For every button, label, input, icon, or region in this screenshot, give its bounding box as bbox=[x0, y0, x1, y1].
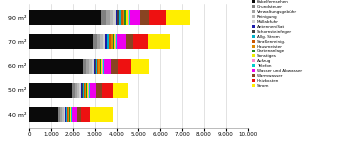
Bar bbox=[81, 83, 82, 98]
Bar bbox=[104, 59, 111, 74]
Bar bbox=[107, 34, 109, 49]
Bar bbox=[72, 83, 75, 98]
Bar bbox=[128, 10, 129, 25]
Bar bbox=[140, 10, 149, 25]
Bar bbox=[81, 107, 90, 122]
Bar bbox=[126, 10, 128, 25]
Bar bbox=[88, 83, 89, 98]
Bar bbox=[97, 34, 100, 49]
Bar bbox=[77, 107, 81, 122]
Bar bbox=[105, 34, 107, 49]
Bar bbox=[97, 59, 98, 74]
Bar bbox=[133, 34, 148, 49]
Bar bbox=[119, 10, 121, 25]
Bar bbox=[75, 83, 77, 98]
Bar bbox=[149, 10, 166, 25]
Bar bbox=[89, 59, 92, 74]
Bar bbox=[116, 34, 117, 49]
Bar bbox=[122, 10, 125, 25]
Bar bbox=[92, 59, 94, 74]
Bar bbox=[125, 10, 126, 25]
Bar bbox=[64, 107, 65, 122]
Bar bbox=[69, 107, 70, 122]
Bar bbox=[29, 34, 93, 49]
Bar bbox=[109, 34, 111, 49]
Bar bbox=[116, 10, 118, 25]
Bar bbox=[100, 59, 101, 74]
Bar bbox=[83, 59, 86, 74]
Bar bbox=[166, 10, 190, 25]
Bar bbox=[29, 83, 72, 98]
Bar bbox=[68, 107, 69, 122]
Bar bbox=[90, 107, 113, 122]
Bar bbox=[89, 83, 90, 98]
Bar bbox=[115, 34, 116, 49]
Bar bbox=[110, 10, 113, 25]
Legend: Kabelfernsehen, Grundsteuer, Verwaltungsgebühr, Reinigung, Müllabfuhr, Antennen/: Kabelfernsehen, Grundsteuer, Verwaltungs… bbox=[252, 0, 302, 88]
Bar bbox=[86, 59, 89, 74]
Bar bbox=[77, 83, 79, 98]
Bar bbox=[121, 10, 122, 25]
Bar bbox=[94, 59, 95, 74]
Bar bbox=[111, 59, 118, 74]
Bar bbox=[62, 107, 64, 122]
Bar bbox=[65, 107, 66, 122]
Bar bbox=[90, 83, 96, 98]
Bar bbox=[130, 10, 140, 25]
Bar bbox=[126, 34, 133, 49]
Bar bbox=[29, 10, 101, 25]
Bar bbox=[103, 34, 105, 49]
Bar bbox=[29, 107, 58, 122]
Bar bbox=[85, 83, 86, 98]
Bar bbox=[100, 34, 103, 49]
Bar bbox=[118, 10, 119, 25]
Bar bbox=[114, 34, 115, 49]
Bar bbox=[84, 83, 85, 98]
Bar bbox=[98, 59, 100, 74]
Bar bbox=[82, 83, 83, 98]
Bar bbox=[83, 83, 84, 98]
Bar bbox=[66, 107, 67, 122]
Bar bbox=[111, 34, 112, 49]
Bar bbox=[72, 107, 77, 122]
Bar bbox=[129, 10, 130, 25]
Bar bbox=[148, 34, 170, 49]
Bar bbox=[29, 59, 83, 74]
Bar bbox=[118, 59, 131, 74]
Bar bbox=[113, 10, 116, 25]
Bar bbox=[86, 83, 87, 98]
Bar bbox=[96, 59, 97, 74]
Bar bbox=[112, 34, 114, 49]
Bar bbox=[113, 83, 128, 98]
Bar bbox=[67, 107, 68, 122]
Bar bbox=[58, 107, 60, 122]
Bar bbox=[106, 10, 110, 25]
Bar bbox=[70, 107, 71, 122]
Bar bbox=[79, 83, 81, 98]
Bar bbox=[101, 10, 106, 25]
Bar bbox=[87, 83, 88, 98]
Bar bbox=[93, 34, 97, 49]
Bar bbox=[101, 59, 102, 74]
Bar bbox=[103, 59, 104, 74]
Bar bbox=[102, 83, 113, 98]
Bar bbox=[131, 59, 149, 74]
Bar bbox=[96, 83, 102, 98]
Bar bbox=[60, 107, 62, 122]
Bar bbox=[117, 34, 126, 49]
Bar bbox=[95, 59, 96, 74]
Bar bbox=[71, 107, 72, 122]
Bar bbox=[102, 59, 103, 74]
